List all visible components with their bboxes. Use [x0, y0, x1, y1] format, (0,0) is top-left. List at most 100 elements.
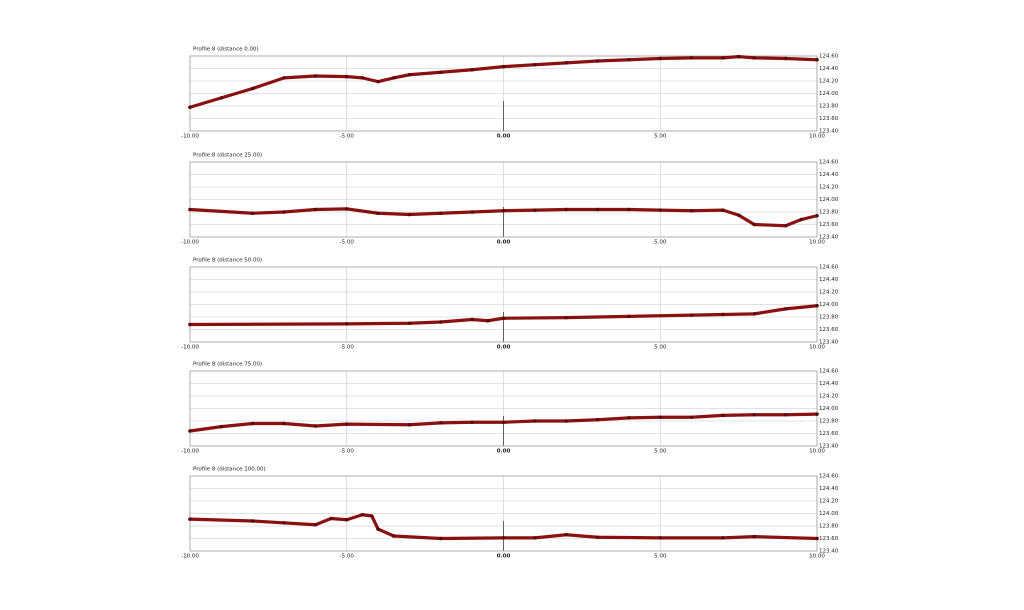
- profile-point: [658, 415, 663, 420]
- profile-point: [627, 207, 631, 212]
- profile-point: [564, 207, 568, 212]
- chart-title: Profile 8 (distance 50.00): [193, 258, 262, 264]
- profile-line: [188, 304, 819, 327]
- profile-point: [721, 56, 725, 60]
- profile-point: [250, 211, 255, 216]
- profile-point: [188, 429, 192, 433]
- chart-title: Profile 8 (distance 100.00): [193, 467, 266, 473]
- y-tick-label: 123.40: [819, 129, 839, 135]
- profile-point: [344, 517, 349, 522]
- profile-point: [501, 208, 506, 213]
- x-tick-label: -10.00: [181, 449, 199, 455]
- profile-line: [188, 55, 819, 109]
- y-tick-label: 123.80: [819, 104, 839, 110]
- y-tick-label: 124.20: [819, 499, 839, 505]
- profile-point: [815, 536, 819, 541]
- profile-point: [470, 317, 474, 322]
- profile-point: [736, 213, 741, 217]
- x-tick-label: 5.00: [654, 345, 667, 351]
- x-tick-label: 0.00: [497, 554, 511, 560]
- profile-point: [376, 527, 380, 531]
- profile-point: [799, 217, 804, 222]
- x-tick-label: -5.00: [340, 240, 355, 246]
- y-tick-label: 124.00: [819, 91, 839, 97]
- profile-point: [783, 56, 788, 61]
- profile-point: [282, 210, 286, 214]
- profile-point: [752, 412, 757, 417]
- profile-point: [470, 67, 474, 72]
- profile-point: [188, 207, 192, 212]
- profile-point: [658, 536, 663, 540]
- profile-point: [658, 56, 663, 61]
- y-tick-label: 123.60: [819, 116, 839, 122]
- profile-point: [407, 72, 412, 77]
- profile-point: [564, 315, 568, 320]
- y-tick-label: 123.60: [819, 327, 839, 333]
- profile-point: [721, 413, 725, 418]
- profile-point: [250, 86, 255, 91]
- profile-point: [595, 59, 600, 63]
- profile-point: [439, 320, 443, 324]
- profile-point: [533, 419, 537, 423]
- profile-line: [188, 207, 819, 228]
- profile-point: [376, 211, 380, 216]
- profile-line: [188, 412, 819, 433]
- profile-point: [689, 415, 694, 420]
- y-tick-label: 124.20: [819, 394, 839, 400]
- profile-point: [219, 96, 224, 100]
- profile-point: [533, 208, 537, 212]
- profile-point: [564, 532, 568, 537]
- profile-point: [815, 213, 819, 218]
- profile-point: [282, 421, 286, 426]
- x-tick-label: 0.00: [497, 240, 511, 246]
- chart-title: Profile 8 (distance 75.00): [193, 362, 262, 368]
- profile-point: [313, 522, 318, 527]
- y-tick-label: 124.40: [819, 381, 839, 387]
- y-tick-label: 124.00: [819, 197, 839, 203]
- y-tick-label: 123.40: [819, 444, 839, 450]
- profile-point: [188, 105, 192, 110]
- y-tick-label: 123.80: [819, 524, 839, 530]
- profile-point: [501, 420, 506, 425]
- profile-point: [783, 412, 788, 417]
- y-tick-label: 123.80: [819, 419, 839, 425]
- y-tick-label: 124.60: [819, 369, 839, 375]
- profile-point: [752, 56, 757, 60]
- chart-title: Profile 8 (distance 25.00): [193, 153, 262, 159]
- profile-point: [407, 212, 412, 217]
- profile-point: [689, 313, 694, 317]
- x-tick-label: -5.00: [340, 449, 355, 455]
- x-tick-label: 10.00: [809, 240, 825, 246]
- profile-point: [721, 536, 725, 540]
- profile-point: [627, 416, 631, 420]
- y-tick-label: 123.40: [819, 340, 839, 346]
- x-tick-label: 5.00: [654, 134, 667, 140]
- profile-point: [313, 74, 318, 78]
- y-tick-label: 123.80: [819, 315, 839, 321]
- profile-point: [752, 222, 757, 227]
- profile-point: [313, 424, 318, 428]
- profile-point: [344, 422, 349, 426]
- profile-point: [250, 421, 255, 426]
- profile-point: [313, 207, 318, 212]
- y-tick-label: 123.60: [819, 431, 839, 437]
- x-tick-label: -10.00: [181, 134, 199, 140]
- y-tick-label: 124.20: [819, 185, 839, 191]
- profile-point: [815, 412, 819, 416]
- profile-point: [344, 322, 349, 326]
- profile-point: [360, 512, 365, 517]
- y-tick-label: 123.60: [819, 536, 839, 542]
- profile-point: [219, 424, 224, 429]
- profile-point: [282, 76, 286, 80]
- profile-point: [407, 422, 412, 427]
- x-tick-label: 10.00: [809, 134, 825, 140]
- x-tick-label: -5.00: [340, 554, 355, 560]
- profile-point: [486, 318, 490, 323]
- plot-frame: [189, 475, 818, 552]
- profile-point: [752, 312, 757, 316]
- profile-point: [595, 535, 600, 540]
- profile-point: [815, 57, 819, 62]
- profile-point: [533, 62, 537, 67]
